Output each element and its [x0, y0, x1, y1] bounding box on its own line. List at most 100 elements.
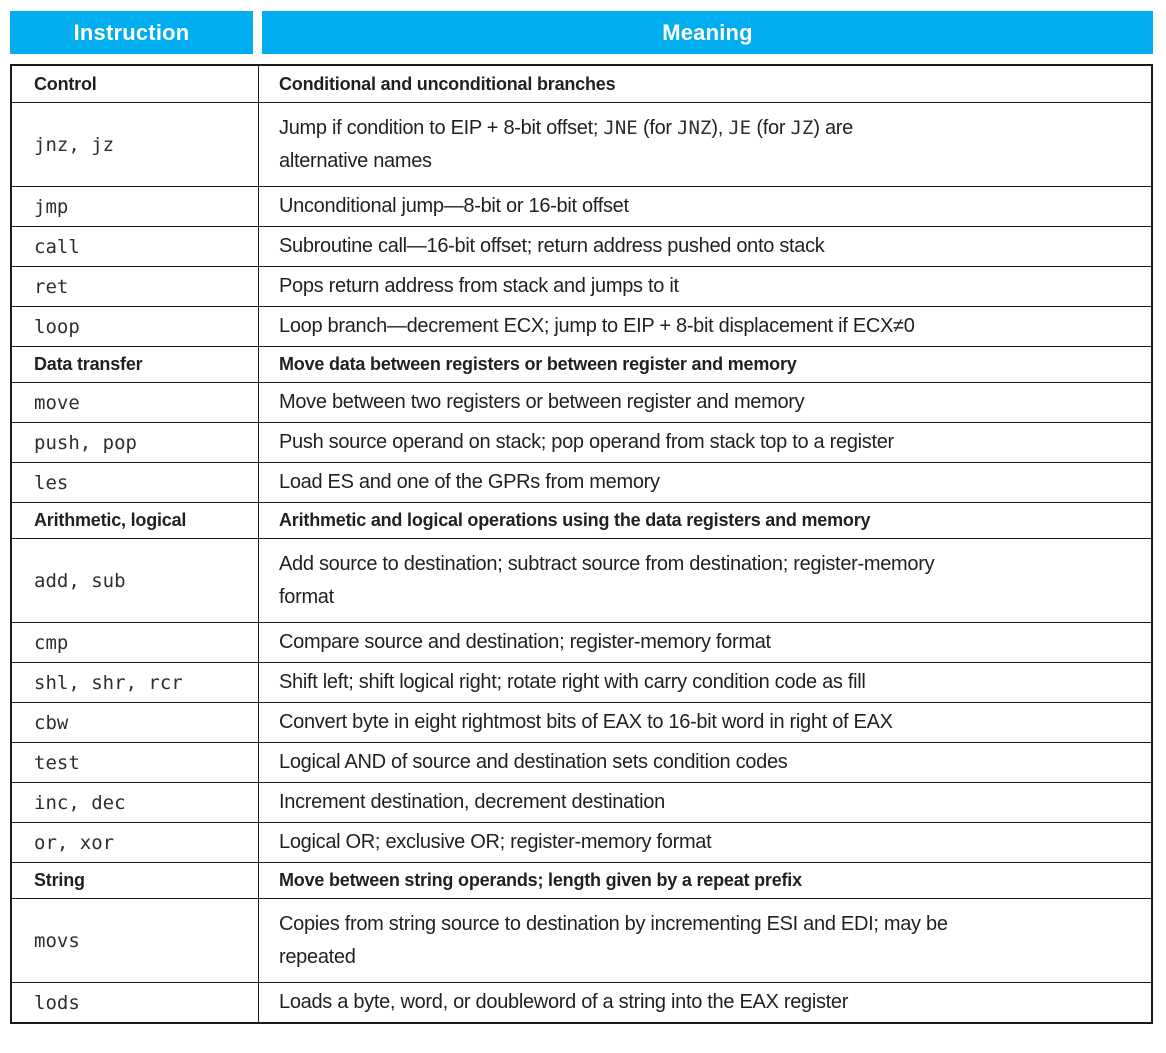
category-row: String Move between string operands; leng…: [12, 862, 1151, 898]
meaning-cell: Unconditional jump—8-bit or 16-bit offse…: [259, 187, 1151, 226]
inline-mono-text: JNZ: [677, 116, 712, 139]
meaning-cell: Convert byte in eight rightmost bits of …: [259, 703, 1151, 742]
inline-text: ) are: [813, 116, 853, 139]
meaning-cell: Increment destination, decrement destina…: [259, 783, 1151, 822]
inline-mono-text: JZ: [790, 116, 814, 139]
inline-text: Move between two registers or between re…: [279, 391, 805, 413]
header-cell-instruction: Instruction: [10, 11, 253, 54]
meaning-text: Copies from string source to destination…: [279, 908, 948, 974]
table-row: cbw Convert byte in eight rightmost bits …: [12, 702, 1151, 742]
table-row: jnz, jz Jump if condition to EIP + 8-bit …: [12, 102, 1151, 186]
meaning-text: Loop branch—decrement ECX; jump to EIP +…: [279, 310, 915, 343]
table-row: movs Copies from string source to destina…: [12, 898, 1151, 982]
meaning-cell: Loop branch—decrement ECX; jump to EIP +…: [259, 307, 1151, 346]
table-row: inc, dec Increment destination, decrement…: [12, 782, 1151, 822]
meaning-text: Push source operand on stack; pop operan…: [279, 426, 894, 459]
instruction-cell: String: [12, 863, 259, 898]
meaning-text: Compare source and destination; register…: [279, 626, 771, 659]
meaning-cell: Push source operand on stack; pop operan…: [259, 423, 1151, 462]
inline-text: Loads a byte, word, or doubleword of a s…: [279, 991, 849, 1013]
instruction-cell: test: [12, 743, 259, 782]
meaning-cell: Shift left; shift logical right; rotate …: [259, 663, 1151, 702]
meaning-cell: Copies from string source to destination…: [259, 899, 1151, 982]
table-row: jmp Unconditional jump—8-bit or 16-bit of…: [12, 186, 1151, 226]
table-row: les Load ES and one of the GPRs from memo…: [12, 462, 1151, 502]
meaning-cell: Logical OR; exclusive OR; register-memor…: [259, 823, 1151, 862]
meaning-text: Logical OR; exclusive OR; register-memor…: [279, 826, 712, 859]
inline-mono-text: JNE: [603, 116, 638, 139]
meaning-cell: Loads a byte, word, or doubleword of a s…: [259, 983, 1151, 1022]
meaning-text: Pops return address from stack and jumps…: [279, 270, 679, 303]
instruction-cell: Data transfer: [12, 347, 259, 382]
meaning-cell: Pops return address from stack and jumps…: [259, 267, 1151, 306]
meaning-cell: Jump if condition to EIP + 8-bit offset;…: [259, 103, 1151, 186]
inline-text: Logical OR; exclusive OR; register-memor…: [279, 831, 712, 853]
inline-text: Unconditional jump—8-bit or 16-bit offse…: [279, 195, 629, 217]
meaning-cell: Conditional and unconditional branches: [259, 66, 1151, 102]
table-row: lods Loads a byte, word, or doubleword of…: [12, 982, 1151, 1022]
inline-text: format: [279, 585, 334, 608]
inline-text: Compare source and destination; register…: [279, 631, 771, 653]
inline-mono-text: JE: [728, 116, 752, 139]
meaning-text: Convert byte in eight rightmost bits of …: [279, 706, 893, 739]
meaning-cell: Move data between registers or between r…: [259, 347, 1151, 382]
category-row: Data transfer Move data between registers…: [12, 346, 1151, 382]
category-row: Control Conditional and unconditional bra…: [12, 66, 1151, 102]
table-row: move Move between two registers or betwee…: [12, 382, 1151, 422]
inline-text: (for: [637, 116, 678, 139]
table-row: or, xor Logical OR; exclusive OR; registe…: [12, 822, 1151, 862]
instruction-cell: move: [12, 383, 259, 422]
meaning-text: Logical AND of source and destination se…: [279, 746, 788, 779]
instruction-table-figure: Instruction Meaning Control Conditional a…: [10, 11, 1153, 1024]
meaning-text: Subroutine call—16-bit offset; return ad…: [279, 230, 825, 263]
instruction-cell: lods: [12, 983, 259, 1022]
instruction-cell: jnz, jz: [12, 103, 259, 186]
instruction-cell: or, xor: [12, 823, 259, 862]
inline-text: Move data between registers or between r…: [279, 354, 797, 374]
meaning-cell: Subroutine call—16-bit offset; return ad…: [259, 227, 1151, 266]
instruction-cell: push, pop: [12, 423, 259, 462]
table-row: shl, shr, rcr Shift left; shift logical r…: [12, 662, 1151, 702]
meaning-text: Conditional and unconditional branches: [279, 73, 616, 95]
meaning-text: Add source to destination; subtract sour…: [279, 548, 935, 614]
instruction-cell: ret: [12, 267, 259, 306]
meaning-cell: Load ES and one of the GPRs from memory: [259, 463, 1151, 502]
inline-text: ),: [711, 116, 729, 139]
meaning-text: Arithmetic and logical operations using …: [279, 510, 871, 531]
inline-text: Loop branch—decrement ECX; jump to EIP +…: [279, 315, 915, 337]
meaning-text: Load ES and one of the GPRs from memory: [279, 466, 660, 499]
inline-text: (for: [751, 116, 791, 139]
table-header: Instruction Meaning: [10, 11, 1153, 54]
table-body: Control Conditional and unconditional bra…: [10, 64, 1153, 1024]
table-row: test Logical AND of source and destinatio…: [12, 742, 1151, 782]
inline-text: Push source operand on stack; pop operan…: [279, 431, 894, 453]
meaning-text: Jump if condition to EIP + 8-bit offset;…: [279, 112, 853, 178]
instruction-cell: les: [12, 463, 259, 502]
table-row: loop Loop branch—decrement ECX; jump to E…: [12, 306, 1151, 346]
inline-text: Jump if condition to EIP + 8-bit offset;: [279, 116, 604, 139]
inline-text: Shift left; shift logical right; rotate …: [279, 671, 866, 693]
inline-text: alternative names: [279, 149, 432, 172]
instruction-cell: Control: [12, 66, 259, 102]
meaning-text: Unconditional jump—8-bit or 16-bit offse…: [279, 190, 629, 223]
instruction-cell: call: [12, 227, 259, 266]
inline-text: repeated: [279, 945, 356, 968]
category-row: Arithmetic, logical Arithmetic and logica…: [12, 502, 1151, 538]
meaning-cell: Add source to destination; subtract sour…: [259, 539, 1151, 622]
inline-text: Logical AND of source and destination se…: [279, 751, 788, 773]
meaning-cell: Move between two registers or between re…: [259, 383, 1151, 422]
instruction-cell: movs: [12, 899, 259, 982]
instruction-cell: cmp: [12, 623, 259, 662]
table-row: push, pop Push source operand on stack; p…: [12, 422, 1151, 462]
meaning-text: Loads a byte, word, or doubleword of a s…: [279, 986, 848, 1019]
inline-text: Add source to destination; subtract sour…: [279, 552, 935, 575]
meaning-cell: Logical AND of source and destination se…: [259, 743, 1151, 782]
meaning-text: Increment destination, decrement destina…: [279, 786, 665, 819]
instruction-cell: add, sub: [12, 539, 259, 622]
inline-text: Conditional and unconditional branches: [279, 73, 616, 94]
table-row: cmp Compare source and destination; regis…: [12, 622, 1151, 662]
meaning-cell: Arithmetic and logical operations using …: [259, 503, 1151, 538]
meaning-text: Shift left; shift logical right; rotate …: [279, 666, 866, 699]
table-row: call Subroutine call—16-bit offset; retur…: [12, 226, 1151, 266]
meaning-text: Move between string operands; length giv…: [279, 870, 802, 891]
